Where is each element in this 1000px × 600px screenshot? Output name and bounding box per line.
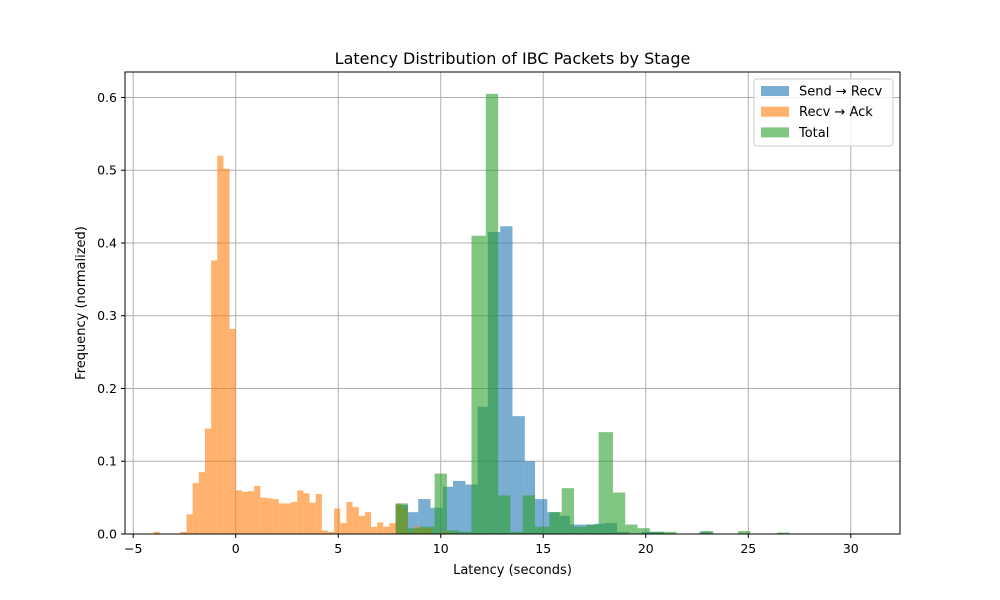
y-tick-label: 0.0 <box>97 527 117 542</box>
chart-title: Latency Distribution of IBC Packets by S… <box>335 49 691 68</box>
histogram-bar <box>153 531 160 534</box>
histogram-bar <box>364 512 372 534</box>
histogram-bar <box>407 512 419 534</box>
x-tick-label: 30 <box>843 541 859 556</box>
histogram-bar <box>535 526 550 534</box>
y-tick-label: 0.4 <box>97 235 117 250</box>
histogram-bar <box>198 472 205 534</box>
histogram-bar <box>549 512 562 534</box>
histogram-bar <box>434 473 447 534</box>
x-tick-label: 5 <box>334 541 342 556</box>
histogram-bar <box>303 493 310 534</box>
x-tick-label: −5 <box>124 541 142 556</box>
histogram-bar <box>418 499 431 534</box>
histogram-bar <box>738 531 751 534</box>
histogram-bar <box>383 526 390 534</box>
legend-swatch <box>761 86 789 96</box>
histogram-bar <box>266 498 273 534</box>
histogram-bar <box>459 531 472 534</box>
histogram-bar <box>420 526 435 534</box>
legend-swatch <box>761 106 789 117</box>
histogram-bar <box>612 492 626 534</box>
histogram-bar <box>500 226 513 534</box>
histogram-bar <box>522 495 536 534</box>
histogram-bar <box>625 524 638 534</box>
histogram-bar <box>510 531 523 534</box>
histogram-bar <box>327 531 335 534</box>
y-tick-label: 0.1 <box>97 454 117 469</box>
histogram-bar <box>254 485 261 534</box>
x-tick-label: 10 <box>433 541 449 556</box>
histogram-bar <box>260 497 267 534</box>
legend-swatch <box>761 127 789 138</box>
histogram-bar <box>346 501 353 534</box>
histogram-bar <box>649 531 663 534</box>
x-tick-label: 20 <box>638 541 654 556</box>
y-tick-label: 0.6 <box>97 90 117 105</box>
histogram-bar <box>284 503 292 534</box>
histogram-bar <box>248 491 255 534</box>
y-tick-label: 0.3 <box>97 308 117 323</box>
axis-ticks: −5 0 5 10 15 20 25 30 0.0 0.1 0.2 0.3 0.4 0.5 0.6 <box>97 90 859 556</box>
histogram-bar <box>358 515 365 534</box>
histogram-bar <box>352 507 359 534</box>
histogram-bar <box>574 526 587 534</box>
histogram-bar <box>340 523 347 534</box>
histogram-bar <box>377 522 384 534</box>
x-tick-label: 0 <box>232 541 240 556</box>
histogram-bar <box>321 530 328 534</box>
x-axis-label: Latency (seconds) <box>453 563 572 578</box>
legend-label: Send → Recv <box>799 85 882 100</box>
histogram-bar <box>446 530 460 534</box>
histogram-bar <box>371 526 378 534</box>
histogram-bar <box>272 499 279 534</box>
histogram-bar <box>204 428 212 534</box>
histogram-bar <box>485 93 499 534</box>
x-tick-label: 25 <box>740 541 756 556</box>
histogram-bar <box>211 260 218 534</box>
series-2-bars <box>395 93 790 534</box>
histogram-bar <box>512 416 525 534</box>
histogram-bar <box>192 483 199 534</box>
histogram-bar <box>278 503 285 534</box>
series-1-bars <box>153 155 451 534</box>
histogram-bar <box>598 432 613 534</box>
histogram-bar <box>235 490 242 534</box>
histogram-bar <box>297 490 304 534</box>
histogram-bar <box>471 235 486 534</box>
histogram-bar <box>334 508 341 534</box>
histogram-bar <box>701 531 714 534</box>
x-tick-label: 15 <box>535 541 551 556</box>
histogram-bar <box>291 501 298 534</box>
histogram-bar <box>309 502 316 534</box>
histogram-bar <box>180 531 187 534</box>
histogram-bar <box>217 155 224 534</box>
legend: Send → Recv Recv → Ack Total <box>753 78 894 147</box>
histogram-bar <box>229 328 236 534</box>
legend-label: Total <box>798 126 829 141</box>
histogram-bar <box>315 493 322 534</box>
y-tick-label: 0.5 <box>97 163 117 178</box>
histogram-bar <box>535 499 548 534</box>
y-axis-label: Frequency (normalized) <box>74 226 89 380</box>
histogram-bars <box>153 93 790 534</box>
histogram-bar <box>776 532 790 534</box>
histogram-bar <box>498 495 511 534</box>
histogram-bar <box>186 514 193 534</box>
histogram-bar <box>586 524 599 534</box>
y-tick-label: 0.2 <box>97 381 117 396</box>
histogram-bar <box>442 486 454 534</box>
plot-area-frame <box>124 71 901 535</box>
histogram-bar <box>241 491 249 534</box>
histogram-bar <box>662 531 677 534</box>
histogram-bar <box>453 480 466 534</box>
histogram-bar <box>223 168 230 534</box>
histogram-bar <box>395 503 408 534</box>
legend-label: Recv → Ack <box>799 105 873 120</box>
histogram-bar <box>407 528 421 534</box>
histogram-bar <box>389 523 396 534</box>
histogram-bar <box>561 488 575 534</box>
histogram-bar <box>637 528 650 534</box>
